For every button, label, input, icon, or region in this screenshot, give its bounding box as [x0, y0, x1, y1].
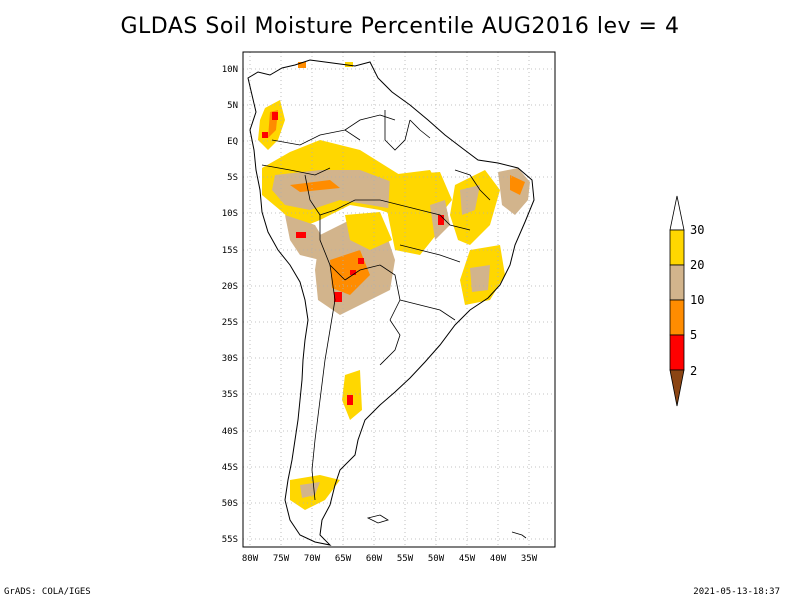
- lat-tick: 50S: [222, 499, 238, 509]
- colorbar-label: 10: [690, 293, 704, 307]
- colorbar-top-arrow: [669, 195, 685, 231]
- lon-tick: 75W: [273, 554, 290, 564]
- shade-northeast-orange: [510, 175, 525, 195]
- south-america-coastline: [247, 59, 535, 546]
- lat-tick: 45S: [222, 463, 238, 473]
- lat-tick: 15S: [222, 246, 238, 256]
- lon-tick: 40W: [490, 554, 507, 564]
- shade-east-tan: [460, 185, 480, 215]
- lon-tick: 70W: [304, 554, 321, 564]
- lat-tick: 10S: [222, 209, 238, 219]
- lon-tick: 45W: [459, 554, 476, 564]
- country-borders: [261, 110, 491, 501]
- lat-tick: EQ: [227, 137, 238, 147]
- lat-tick: 5S: [227, 173, 238, 183]
- map-title: GLDAS Soil Moisture Percentile AUG2016 l…: [120, 14, 680, 39]
- colorbar-bin-20-30: [669, 229, 685, 266]
- colorbar: [669, 195, 685, 407]
- colorbar-bin-10-20: [669, 264, 685, 301]
- lat-tick: 5N: [227, 101, 238, 111]
- colorbar-label: 20: [690, 258, 704, 272]
- lat-tick: 25S: [222, 318, 238, 328]
- colorbar-bin-2-5: [669, 334, 685, 371]
- lat-lon-grid: [243, 52, 555, 547]
- shade-amazon-orange: [290, 180, 340, 192]
- south-georgia-fragment: [511, 531, 527, 539]
- lon-tick: 55W: [397, 554, 414, 564]
- shade-southeast-tan: [470, 265, 490, 292]
- lon-tick: 60W: [366, 554, 383, 564]
- footer-timestamp: 2021-05-13-18:37: [693, 587, 780, 597]
- colorbar-label: 2: [690, 364, 697, 378]
- falkland-islands: [366, 514, 389, 524]
- lon-tick: 65W: [335, 554, 352, 564]
- lat-tick: 55S: [222, 535, 238, 545]
- plot-frame: [242, 51, 556, 548]
- lon-ticks: 80W 75W 70W 65W 60W 55W 50W 45W 40W 35W: [242, 554, 538, 564]
- lat-tick: 40S: [222, 427, 238, 437]
- shade-central-brazil: [388, 170, 445, 255]
- lat-tick: 35S: [222, 390, 238, 400]
- colorbar-bin-5-10: [669, 299, 685, 336]
- shade-patagonia-tan: [300, 482, 320, 498]
- lon-tick: 50W: [428, 554, 445, 564]
- colorbar-labels: 30 20 10 5 2: [690, 223, 704, 378]
- shade-chaco-yellow: [345, 212, 392, 250]
- shading-layer: [258, 62, 530, 510]
- colorbar-label: 5: [690, 328, 697, 342]
- lat-ticks: 10N 5N EQ 5S 10S 15S 20S 25S 30S 35S 40S…: [222, 65, 238, 545]
- lat-tick: 20S: [222, 282, 238, 292]
- footer-credit: GrADS: COLA/IGES: [4, 587, 91, 597]
- lon-tick: 80W: [242, 554, 259, 564]
- lat-tick: 30S: [222, 354, 238, 364]
- colorbar-bottom-arrow: [669, 369, 685, 407]
- lat-tick: 10N: [222, 65, 238, 75]
- colorbar-label: 30: [690, 223, 704, 237]
- lon-tick: 35W: [521, 554, 538, 564]
